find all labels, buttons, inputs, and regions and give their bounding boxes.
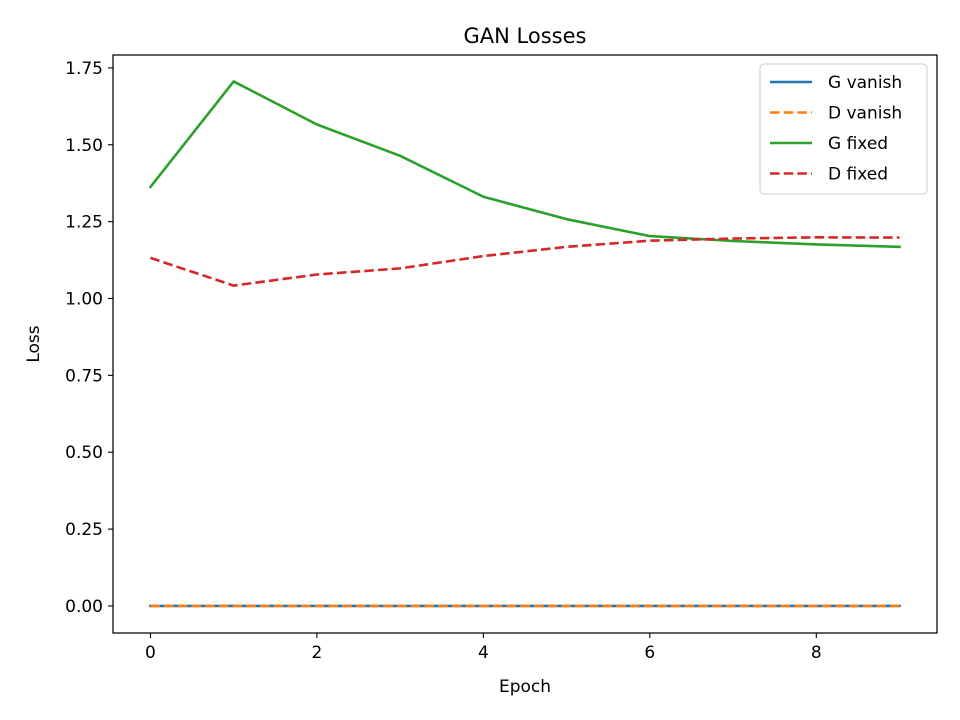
y-tick-label: 0.00 (65, 597, 103, 617)
chart-title: GAN Losses (464, 24, 587, 48)
y-tick-label: 1.25 (65, 213, 103, 233)
y-tick-label: 1.00 (65, 289, 103, 309)
legend-label: G vanish (828, 73, 902, 93)
x-tick-label: 2 (312, 643, 323, 663)
series-layer (148, 80, 901, 608)
y-tick-label: 0.75 (65, 366, 103, 386)
y-tick-label: 1.75 (65, 59, 103, 79)
x-tick-label: 0 (145, 643, 156, 663)
legend-box (759, 63, 928, 195)
x-axis: 0 2 4 6 8 (145, 633, 822, 663)
y-tick-label: 0.25 (65, 520, 103, 540)
legend-label: D vanish (828, 104, 902, 124)
plot-frame (112, 54, 938, 634)
y-axis-label: Loss (24, 325, 44, 362)
y-tick-label: 1.50 (65, 136, 103, 156)
legend-label: D fixed (828, 165, 888, 185)
series-line-g-fixed (148, 80, 901, 249)
y-tick-label: 0.50 (65, 443, 103, 463)
x-axis-label: Epoch (499, 677, 551, 697)
x-tick-label: 8 (811, 643, 822, 663)
y-axis: 0.00 0.25 0.50 0.75 1.00 1.25 1.50 1.75 (65, 59, 113, 617)
x-tick-label: 4 (478, 643, 489, 663)
legend: G vanish D vanish G fixed D fixed (759, 63, 928, 195)
legend-label: G fixed (828, 134, 888, 154)
x-tick-label: 6 (644, 643, 655, 663)
series-line-d-fixed (150, 236, 900, 287)
